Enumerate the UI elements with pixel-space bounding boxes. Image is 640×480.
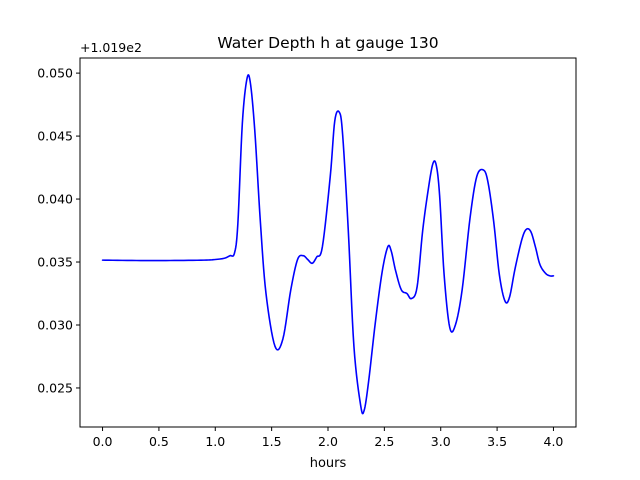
x-axis-label: hours xyxy=(310,456,347,471)
ticks-layer: 0.0 0.5 1.0 1.5 2.0 2.5 3.0 3.5 4.0 0.025 0.030 0.0… xyxy=(37,66,563,449)
chart-title: Water Depth h at gauge 130 xyxy=(217,34,438,52)
x-tick-label: 3.5 xyxy=(487,434,507,449)
y-tick-label: 0.030 xyxy=(37,317,73,332)
x-tick-label: 0.0 xyxy=(93,434,113,449)
x-tick-label: 3.0 xyxy=(431,434,451,449)
x-tick-label: 2.5 xyxy=(374,434,394,449)
plot-area-frame xyxy=(79,57,577,428)
x-tick-label: 4.0 xyxy=(544,434,564,449)
y-tick-label: 0.025 xyxy=(37,380,73,395)
series-line-water-depth xyxy=(101,74,555,415)
x-tick-label: 1.0 xyxy=(205,434,225,449)
y-tick-label: 0.045 xyxy=(37,129,73,144)
y-tick-label: 0.050 xyxy=(37,66,73,81)
x-tick-label: 1.5 xyxy=(262,434,282,449)
y-offset-label: +1.019e2 xyxy=(80,40,142,55)
y-tick-label: 0.040 xyxy=(37,192,73,207)
x-tick-label: 2.0 xyxy=(318,434,338,449)
y-tick-label: 0.035 xyxy=(37,255,73,270)
x-tick-label: 0.5 xyxy=(149,434,169,449)
